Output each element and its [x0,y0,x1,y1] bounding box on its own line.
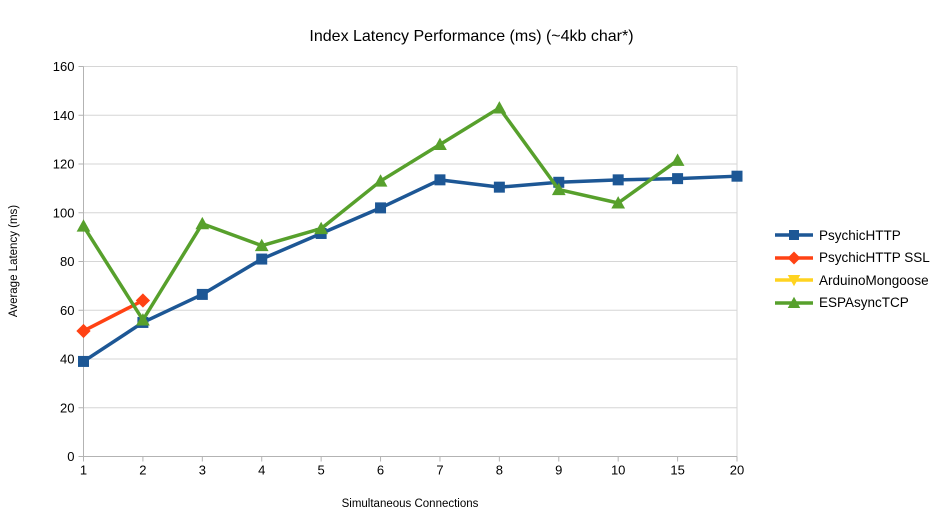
legend-item-psychichttp-ssl: PsychicHTTP SSL [775,247,930,270]
x-tick-label: 8 [496,463,503,478]
series-marker-triangle-up-icon [670,153,685,166]
x-tick-label: 5 [318,463,325,478]
series-marker-square-icon [256,253,268,265]
y-tick-label: 40 [60,352,74,367]
y-axis-title: Average Latency (ms) [8,204,20,318]
series-marker-triangle-up-icon [433,137,447,150]
y-tick-label: 160 [53,59,75,74]
series-marker-triangle-up-icon [76,219,91,232]
legend-marker-diamond-icon [775,251,813,265]
legend-marker-triangle-down-icon [775,275,813,287]
series-marker-square-icon [493,181,505,193]
series-marker-triangle-up-icon [136,313,150,326]
series-marker-square-icon [731,170,743,182]
legend-item-arduinomongoose: ArduinoMongoose [775,269,930,292]
legend-label: PsychicHTTP [819,227,901,243]
y-tick-label: 0 [67,449,74,464]
x-tick-label: 2 [139,463,146,478]
x-tick-label: 10 [611,463,625,478]
series-marker-triangle-up-icon [195,216,210,230]
series-marker-diamond-icon [76,323,91,339]
x-tick-label: 3 [199,463,206,478]
x-tick-label: 4 [258,463,265,478]
x-tick-label: 9 [555,463,562,478]
series-marker-square-icon [672,173,684,185]
series-marker-square-icon [78,355,89,367]
legend-label: ArduinoMongoose [819,272,929,288]
legend-item-espasynctcp: ESPAsyncTCP [775,292,930,315]
legend-marker-triangle-up-icon [775,296,813,308]
series-marker-square-icon [612,174,624,186]
series-marker-square-icon [196,288,208,300]
series-marker-triangle-up-icon [254,238,269,252]
x-axis-title: Simultaneous Connections [341,498,479,510]
series-marker-triangle-up-icon [611,196,626,209]
legend: PsychicHTTP PsychicHTTP SSL ArduinoMongoos… [775,224,930,314]
series-marker-triangle-up-icon [492,101,507,114]
legend-label: ESPAsyncTCP [819,295,909,311]
legend-item-psychichttp: PsychicHTTP [775,224,930,247]
y-tick-label: 100 [53,205,75,220]
x-tick-label: 15 [670,463,684,478]
x-tick-label: 20 [730,463,744,478]
x-tick-label: 1 [80,463,87,478]
series-line-psychichttp [81,174,739,364]
y-tick-label: 20 [60,400,74,415]
x-tick-label: 6 [377,463,384,478]
series-marker-triangle-up-icon [373,174,388,187]
series-marker-triangle-up-icon [314,221,329,235]
series-marker-square-icon [434,174,446,186]
x-tick-label: 7 [436,463,443,478]
series-marker-triangle-up-icon [551,182,566,196]
legend-label: PsychicHTTP SSL [819,250,930,266]
series-line-espasynctcp [81,106,680,322]
series-marker-diamond-icon [135,293,151,308]
legend-marker-square-icon [775,230,813,241]
series-marker-square-icon [375,202,387,214]
y-tick-label: 120 [53,157,75,172]
y-tick-label: 60 [60,303,74,318]
y-tick-label: 140 [53,108,75,123]
y-tick-label: 80 [60,254,74,269]
chart-title: Index Latency Performance (ms) (~4kb cha… [309,28,634,45]
